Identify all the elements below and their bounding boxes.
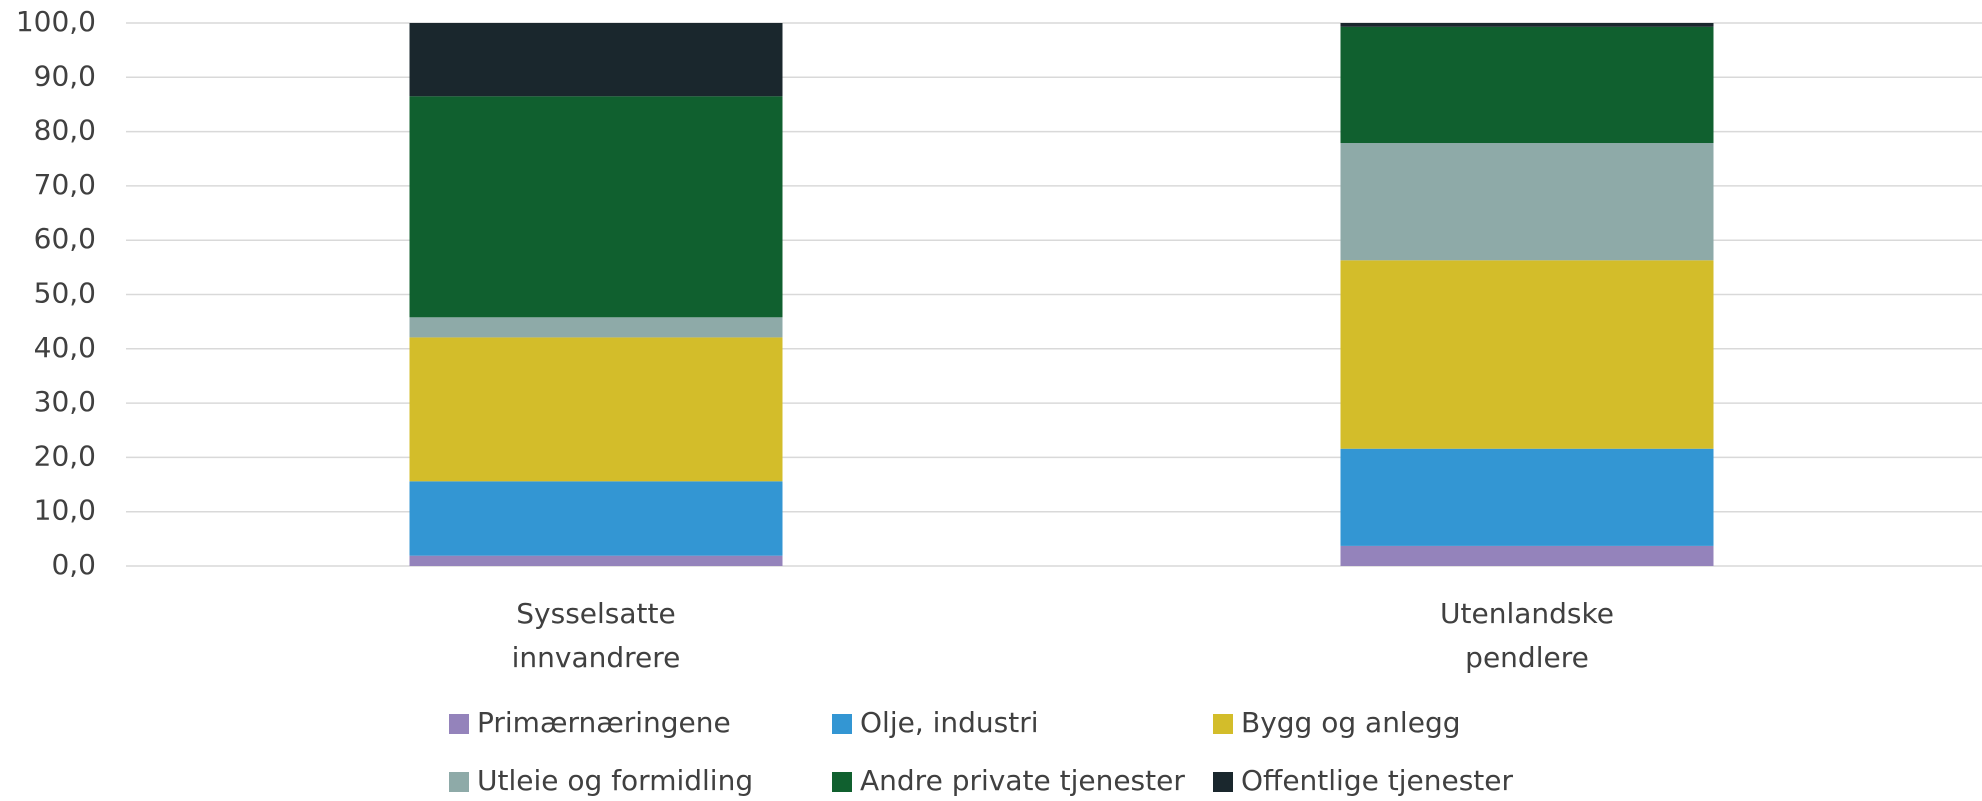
- y-tick-label: 30,0: [34, 385, 96, 418]
- x-tick-label: Sysselsatte innvandrere: [511, 597, 681, 674]
- legend-label: Utleie og formidling: [477, 764, 753, 797]
- bar-segment: [1340, 545, 1714, 566]
- x-tick-label: Utenlandske pendlere: [1440, 597, 1614, 674]
- legend-label: Olje, industri: [860, 706, 1039, 739]
- legend-label: Offentlige tjenester: [1241, 764, 1513, 797]
- bar-segment: [409, 481, 783, 556]
- legend-label: Andre private tjenester: [860, 764, 1185, 797]
- y-tick-label: 10,0: [34, 494, 96, 527]
- bar-segment: [409, 555, 783, 566]
- y-tick-label: 20,0: [34, 439, 96, 472]
- bar-segment: [1340, 23, 1714, 27]
- y-tick-label: 0,0: [51, 548, 96, 581]
- y-tick-label: 70,0: [34, 168, 96, 201]
- legend-swatch: [449, 772, 469, 792]
- legend-label: Primærnæringene: [477, 706, 731, 739]
- bar-segment: [409, 317, 783, 338]
- legend-swatch: [832, 772, 852, 792]
- legend-swatch: [1213, 714, 1233, 734]
- y-tick-label: 100,0: [16, 5, 96, 38]
- bar-segment: [1340, 260, 1714, 449]
- legend-swatch: [1213, 772, 1233, 792]
- legend-swatch: [449, 714, 469, 734]
- bar-segment: [1340, 448, 1714, 546]
- bar-segment: [409, 337, 783, 482]
- legend-label: Bygg og anlegg: [1241, 706, 1461, 739]
- legend-swatch: [832, 714, 852, 734]
- bar-segment: [409, 96, 783, 318]
- bar-segment: [409, 23, 783, 97]
- y-tick-label: 90,0: [34, 59, 96, 92]
- y-tick-label: 80,0: [34, 114, 96, 147]
- y-tick-label: 60,0: [34, 222, 96, 255]
- bar-segment: [1340, 143, 1714, 261]
- y-tick-label: 50,0: [34, 277, 96, 310]
- y-tick-label: 40,0: [34, 331, 96, 364]
- bar-segment: [1340, 26, 1714, 144]
